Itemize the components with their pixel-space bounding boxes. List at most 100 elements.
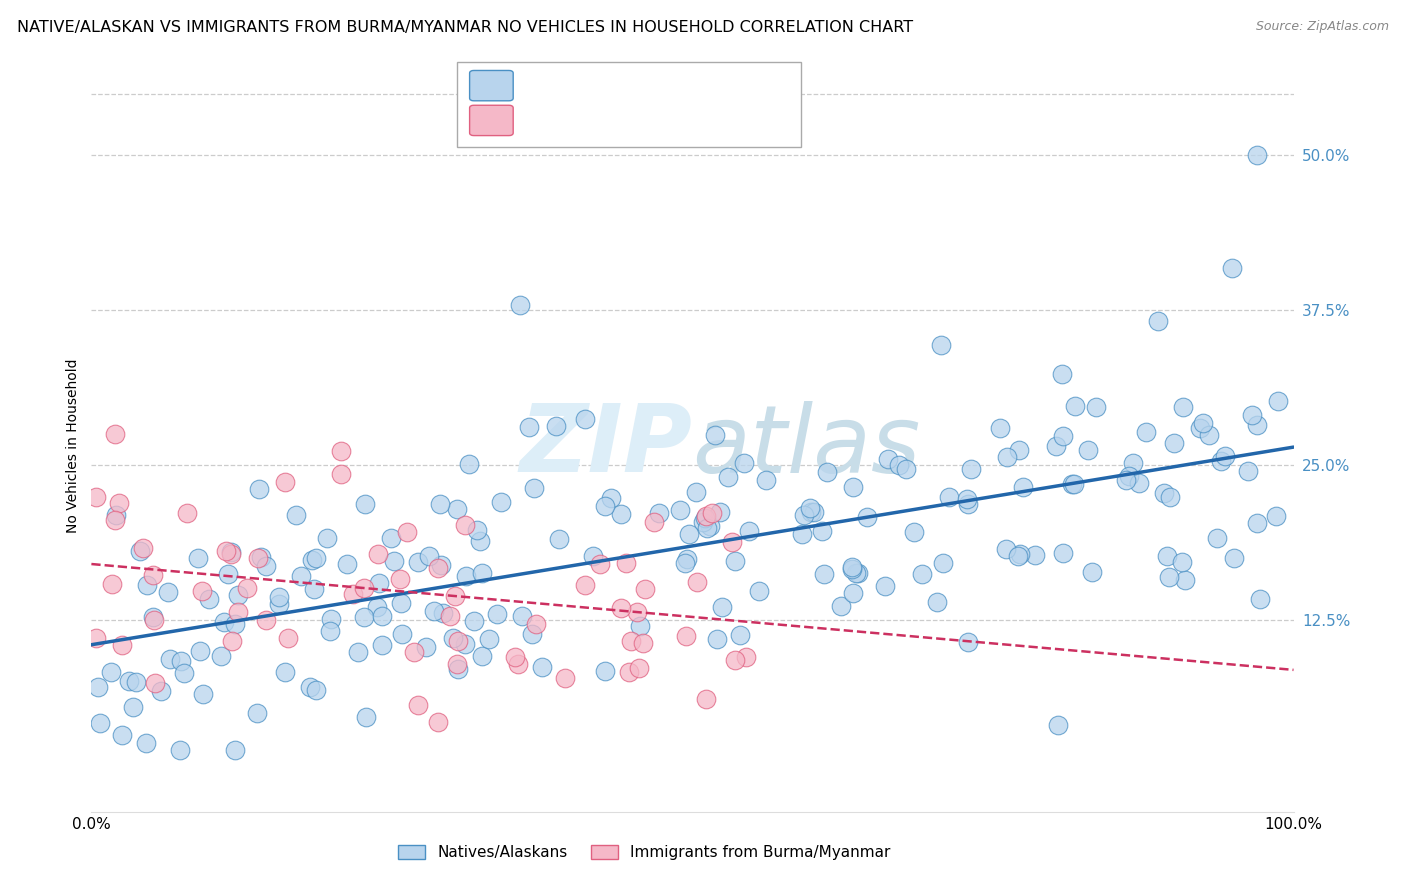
Point — [465, 523, 488, 537]
Point — [321, 612, 343, 626]
Point — [995, 450, 1018, 464]
Point — [84, 491, 107, 505]
Point — [380, 531, 402, 545]
Point — [353, 581, 375, 595]
Point — [1220, 260, 1243, 275]
Point — [427, 714, 450, 729]
Point — [446, 502, 468, 516]
Point — [755, 473, 778, 487]
Point — [873, 579, 896, 593]
Point — [443, 589, 465, 603]
Point — [371, 608, 394, 623]
Text: ZIP: ZIP — [520, 400, 692, 492]
Point — [735, 650, 758, 665]
Point — [301, 553, 323, 567]
Point — [1157, 570, 1180, 584]
Point — [254, 559, 277, 574]
Point — [634, 582, 657, 596]
Point — [249, 549, 271, 564]
Point — [1128, 476, 1150, 491]
Point — [668, 503, 690, 517]
Point — [305, 682, 328, 697]
Point — [842, 480, 865, 494]
Point — [1246, 516, 1268, 530]
Point — [1209, 454, 1232, 468]
Point — [118, 674, 141, 689]
Point — [84, 631, 107, 645]
Point — [617, 665, 640, 679]
Point — [446, 662, 468, 676]
Point — [188, 644, 211, 658]
Text: -0.208: -0.208 — [565, 113, 623, 128]
Point — [193, 687, 215, 701]
Point — [121, 700, 143, 714]
Point — [889, 458, 911, 472]
Point — [695, 508, 717, 523]
Point — [626, 605, 648, 619]
Point — [554, 671, 576, 685]
Point — [800, 505, 823, 519]
Point — [994, 541, 1017, 556]
Point — [724, 653, 747, 667]
Point — [406, 555, 429, 569]
Point — [1223, 550, 1246, 565]
Point — [219, 545, 242, 559]
Point — [471, 566, 494, 580]
Point — [319, 624, 342, 638]
Point — [1173, 573, 1195, 587]
Point — [298, 680, 321, 694]
Point — [246, 706, 269, 721]
Point — [329, 467, 352, 481]
Point — [574, 411, 596, 425]
Point — [1024, 548, 1046, 562]
Point — [150, 683, 173, 698]
Point — [938, 490, 960, 504]
Point — [226, 605, 249, 619]
Point — [520, 627, 543, 641]
Point — [1192, 417, 1215, 431]
Point — [1007, 442, 1029, 457]
Point — [368, 576, 391, 591]
Point — [329, 443, 352, 458]
Point — [277, 632, 299, 646]
Point — [215, 544, 238, 558]
Point — [1213, 450, 1236, 464]
Point — [198, 592, 221, 607]
Point — [737, 524, 759, 539]
Point — [336, 557, 359, 571]
Point — [87, 680, 110, 694]
Text: N =: N = — [636, 113, 672, 128]
Point — [135, 736, 157, 750]
Point — [704, 428, 727, 442]
Point — [856, 510, 879, 524]
Text: NATIVE/ALASKAN VS IMMIGRANTS FROM BURMA/MYANMAR NO VEHICLES IN HOUSEHOLD CORRELA: NATIVE/ALASKAN VS IMMIGRANTS FROM BURMA/… — [17, 20, 912, 35]
Point — [1265, 508, 1288, 523]
Point — [454, 637, 477, 651]
Point — [1237, 465, 1260, 479]
Point — [173, 665, 195, 680]
Point — [221, 547, 243, 561]
Point — [1198, 428, 1220, 442]
Point — [1267, 394, 1289, 409]
Point — [956, 492, 979, 507]
Point — [226, 588, 249, 602]
Point — [353, 610, 375, 624]
Text: N =: N = — [636, 78, 672, 93]
Point — [304, 550, 326, 565]
Point — [702, 506, 724, 520]
Point — [1246, 417, 1268, 432]
Point — [101, 577, 124, 591]
Point — [404, 645, 426, 659]
Point — [391, 626, 413, 640]
Point — [356, 710, 378, 724]
Point — [911, 566, 934, 581]
Point — [415, 640, 437, 655]
Point — [267, 597, 290, 611]
Point — [209, 648, 232, 663]
Text: atlas: atlas — [692, 401, 921, 491]
Point — [111, 728, 134, 742]
Point — [503, 650, 526, 665]
Point — [876, 452, 898, 467]
Point — [342, 587, 364, 601]
Point — [675, 552, 697, 566]
